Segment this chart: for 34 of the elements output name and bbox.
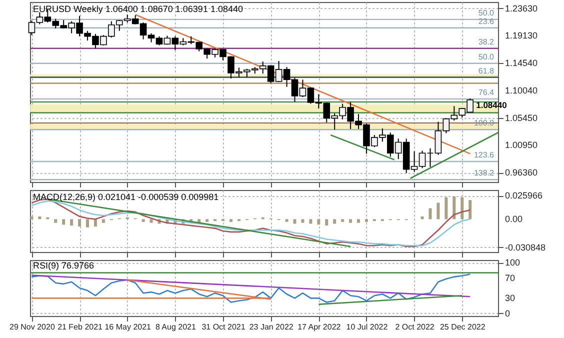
y-tick-label: 0.00 xyxy=(505,214,523,224)
annotation: 138.2 xyxy=(474,168,495,178)
y-tick-label: 1.05450 xyxy=(505,112,538,123)
x-tick-label: 2 Oct 2022 xyxy=(395,322,435,332)
y-tick-label: 30 xyxy=(505,293,516,304)
y-tick-label: 1.00950 xyxy=(505,140,538,150)
chart-title: MACD(12,26,9) 0.021041 -0.000539 0.009981 xyxy=(33,192,219,202)
annotation: 50.0 xyxy=(478,52,495,62)
annotation: 76.4 xyxy=(478,88,495,97)
x-tick-label: 16 May 2021 xyxy=(104,322,152,332)
y-tick-label: 0.025966 xyxy=(505,190,543,200)
y-tick-label: 1.10040 xyxy=(505,85,538,96)
chart-title: RSI(9) 76.9766 xyxy=(33,260,94,271)
y-tick-label: 0.96360 xyxy=(505,168,538,178)
x-tick-label: 29 Nov 2020 xyxy=(10,322,56,332)
x-tick-label: 21 Feb 2021 xyxy=(58,322,104,332)
annotation: 61.8 xyxy=(478,66,495,76)
annotation: 123.6 xyxy=(474,150,495,160)
x-tick-label: 25 Dec 2022 xyxy=(440,322,486,332)
y-tick-label: 1.14540 xyxy=(505,58,538,68)
chart-title: EURUSD Weekly 1.06400 1.08670 1.06391 1.08440 xyxy=(33,4,243,14)
x-tick-label: 10 Jul 2022 xyxy=(346,322,388,332)
annotation: 38.2 xyxy=(478,37,495,46)
y-tick-label: -0.030848 xyxy=(505,242,546,252)
annotation: 50.0 xyxy=(478,8,495,18)
x-tick-label: 31 Oct 2021 xyxy=(202,322,246,332)
y-tick-label: 70 xyxy=(505,272,516,283)
y-tick-label: 1.19130 xyxy=(505,30,538,41)
x-tick-label: 17 Apr 2022 xyxy=(298,322,342,332)
y-tick-label: 100 xyxy=(505,258,520,268)
y-tick-label: 1.23630 xyxy=(505,3,538,14)
x-tick-label: 8 Aug 2021 xyxy=(155,322,196,332)
y-tick-label: 0 xyxy=(505,308,510,318)
x-tick-label: 23 Jan 2022 xyxy=(249,322,294,332)
